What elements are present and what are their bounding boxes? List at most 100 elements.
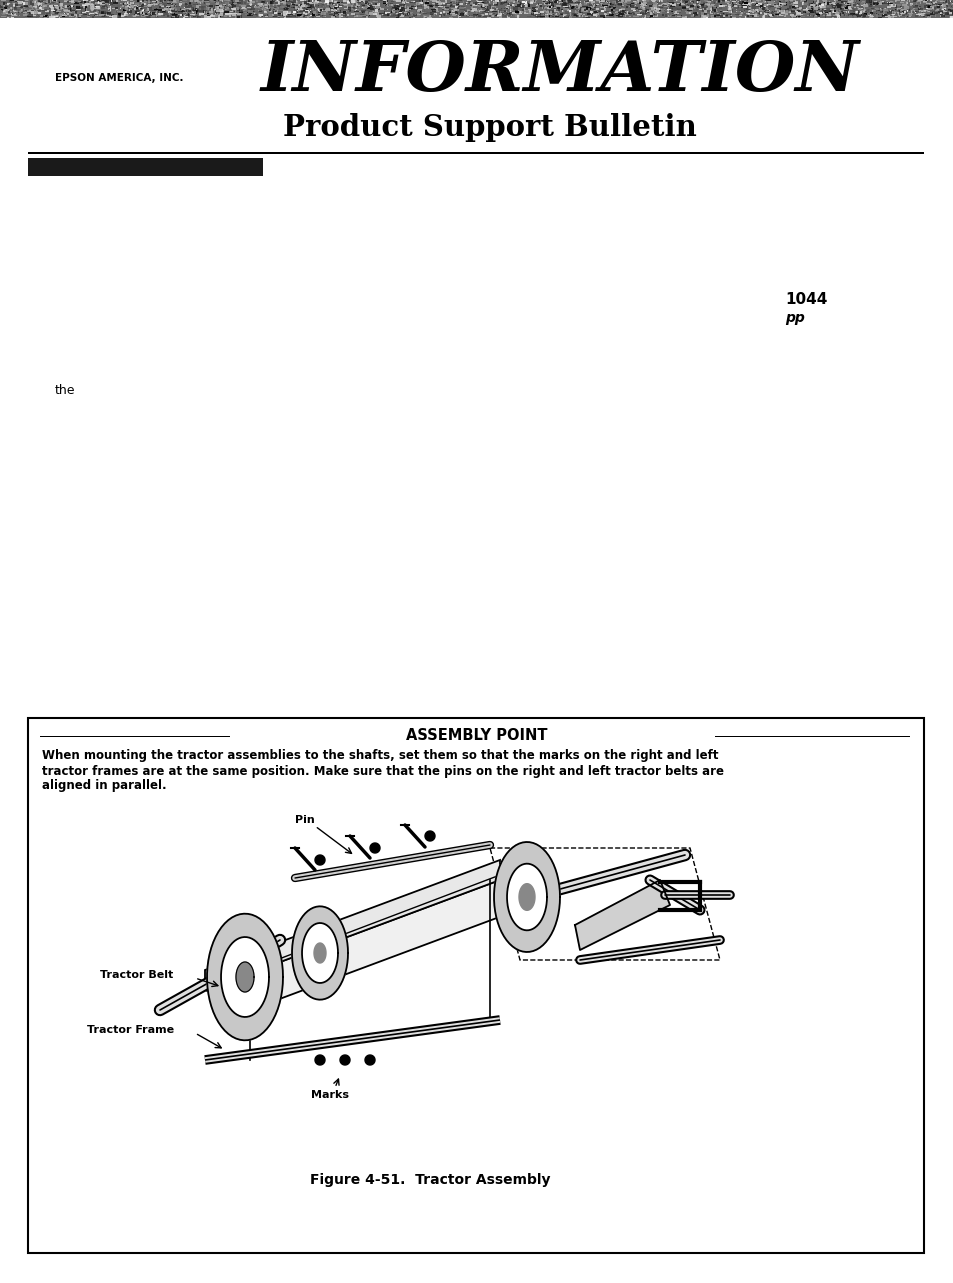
Bar: [213, 12, 214, 13]
Bar: [77, 1, 80, 3]
Bar: [911, 9, 913, 12]
Bar: [526, 12, 530, 14]
Bar: [834, 13, 836, 14]
Bar: [793, 13, 797, 15]
Bar: [297, 10, 299, 12]
Bar: [508, 5, 510, 6]
Bar: [780, 10, 783, 12]
Bar: [734, 3, 738, 4]
Bar: [413, 0, 415, 3]
Bar: [522, 4, 524, 5]
Bar: [86, 6, 88, 9]
Bar: [254, 12, 255, 14]
Bar: [904, 4, 906, 6]
Bar: [2, 15, 7, 17]
Bar: [583, 9, 587, 12]
Bar: [183, 15, 185, 18]
Bar: [784, 10, 788, 12]
Bar: [793, 8, 795, 9]
Bar: [697, 4, 698, 6]
Bar: [274, 13, 277, 14]
Bar: [632, 15, 636, 18]
Bar: [636, 8, 638, 9]
Bar: [938, 10, 942, 13]
Bar: [139, 5, 144, 8]
Bar: [602, 17, 604, 18]
Bar: [259, 6, 264, 8]
Bar: [334, 12, 338, 14]
Bar: [883, 9, 887, 12]
Bar: [73, 10, 74, 14]
Bar: [778, 14, 781, 17]
Bar: [633, 0, 636, 3]
Bar: [833, 9, 836, 12]
Bar: [833, 0, 834, 1]
Bar: [186, 12, 187, 14]
Bar: [423, 0, 426, 1]
Bar: [876, 13, 879, 15]
Bar: [104, 5, 106, 9]
Bar: [58, 10, 59, 12]
Bar: [58, 13, 63, 14]
Bar: [500, 13, 501, 15]
Bar: [14, 14, 18, 15]
Bar: [875, 14, 877, 17]
Bar: [274, 6, 278, 9]
Bar: [27, 13, 30, 14]
Bar: [240, 14, 241, 18]
Bar: [361, 10, 366, 12]
Bar: [952, 13, 953, 15]
Bar: [891, 17, 893, 18]
Bar: [512, 1, 517, 4]
Bar: [118, 13, 119, 15]
Bar: [591, 1, 595, 3]
Bar: [384, 0, 387, 1]
Bar: [281, 1, 286, 3]
Bar: [351, 5, 353, 6]
Bar: [910, 10, 911, 13]
Bar: [669, 3, 673, 4]
Bar: [753, 0, 758, 3]
Bar: [171, 13, 175, 15]
Bar: [731, 9, 733, 13]
Bar: [855, 14, 858, 17]
Bar: [571, 6, 573, 9]
Bar: [3, 1, 7, 4]
Bar: [788, 6, 790, 9]
Bar: [353, 9, 355, 12]
Bar: [262, 15, 263, 17]
Bar: [101, 12, 104, 14]
Bar: [445, 0, 447, 3]
Bar: [902, 10, 907, 13]
Bar: [796, 14, 800, 17]
Bar: [436, 1, 440, 4]
Bar: [819, 8, 821, 10]
Bar: [499, 10, 500, 13]
Bar: [452, 0, 456, 3]
Bar: [98, 10, 99, 13]
Bar: [33, 12, 37, 14]
Bar: [902, 10, 906, 12]
Bar: [626, 12, 629, 14]
Bar: [395, 13, 397, 15]
Bar: [176, 5, 179, 6]
Bar: [734, 5, 737, 8]
Bar: [557, 13, 559, 15]
Bar: [10, 3, 13, 4]
Bar: [51, 5, 54, 6]
Bar: [774, 8, 776, 12]
Bar: [618, 9, 621, 12]
Bar: [765, 10, 768, 13]
Bar: [492, 6, 493, 9]
Polygon shape: [207, 913, 283, 1041]
Bar: [330, 5, 334, 6]
Bar: [44, 15, 47, 18]
Bar: [34, 13, 37, 15]
Bar: [387, 13, 389, 15]
Bar: [516, 10, 518, 12]
Bar: [56, 0, 58, 1]
Bar: [87, 5, 91, 6]
Bar: [609, 5, 610, 8]
Bar: [940, 6, 943, 9]
Bar: [757, 14, 759, 17]
